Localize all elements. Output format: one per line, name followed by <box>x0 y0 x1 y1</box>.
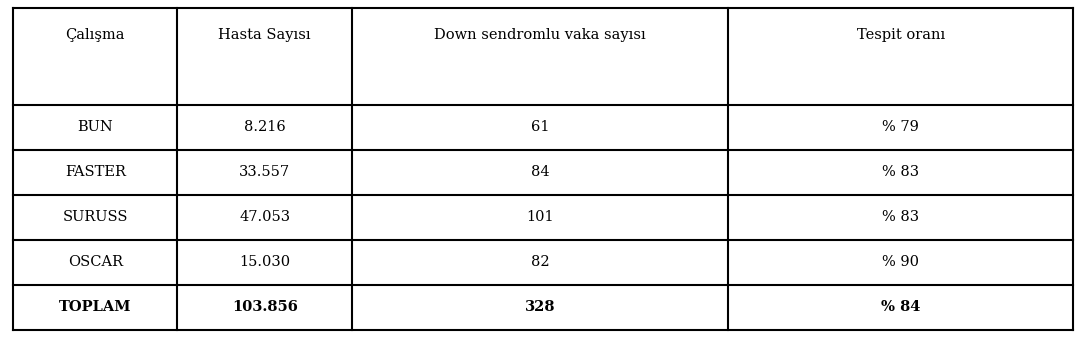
Text: 328: 328 <box>526 300 556 314</box>
Text: OSCAR: OSCAR <box>67 255 123 269</box>
Text: SURUSS: SURUSS <box>62 210 128 224</box>
Text: Down sendromlu vaka sayısı: Down sendromlu vaka sayısı <box>434 28 646 43</box>
Text: % 84: % 84 <box>881 300 921 314</box>
Text: Tespit oranı: Tespit oranı <box>857 28 945 43</box>
Text: 8.216: 8.216 <box>244 120 286 134</box>
Text: % 79: % 79 <box>882 120 919 134</box>
Text: 47.053: 47.053 <box>239 210 290 224</box>
Text: Hasta Sayısı: Hasta Sayısı <box>218 28 311 43</box>
Text: 82: 82 <box>531 255 550 269</box>
Text: % 83: % 83 <box>882 210 919 224</box>
Text: BUN: BUN <box>77 120 113 134</box>
Text: 61: 61 <box>531 120 550 134</box>
Text: Çalışma: Çalışma <box>65 28 125 43</box>
Text: 15.030: 15.030 <box>239 255 290 269</box>
Text: 101: 101 <box>527 210 554 224</box>
Text: % 90: % 90 <box>882 255 919 269</box>
Text: TOPLAM: TOPLAM <box>59 300 131 314</box>
Text: 33.557: 33.557 <box>239 165 290 179</box>
Text: 103.856: 103.856 <box>231 300 298 314</box>
Text: 84: 84 <box>531 165 550 179</box>
Text: % 83: % 83 <box>882 165 919 179</box>
Text: FASTER: FASTER <box>65 165 126 179</box>
